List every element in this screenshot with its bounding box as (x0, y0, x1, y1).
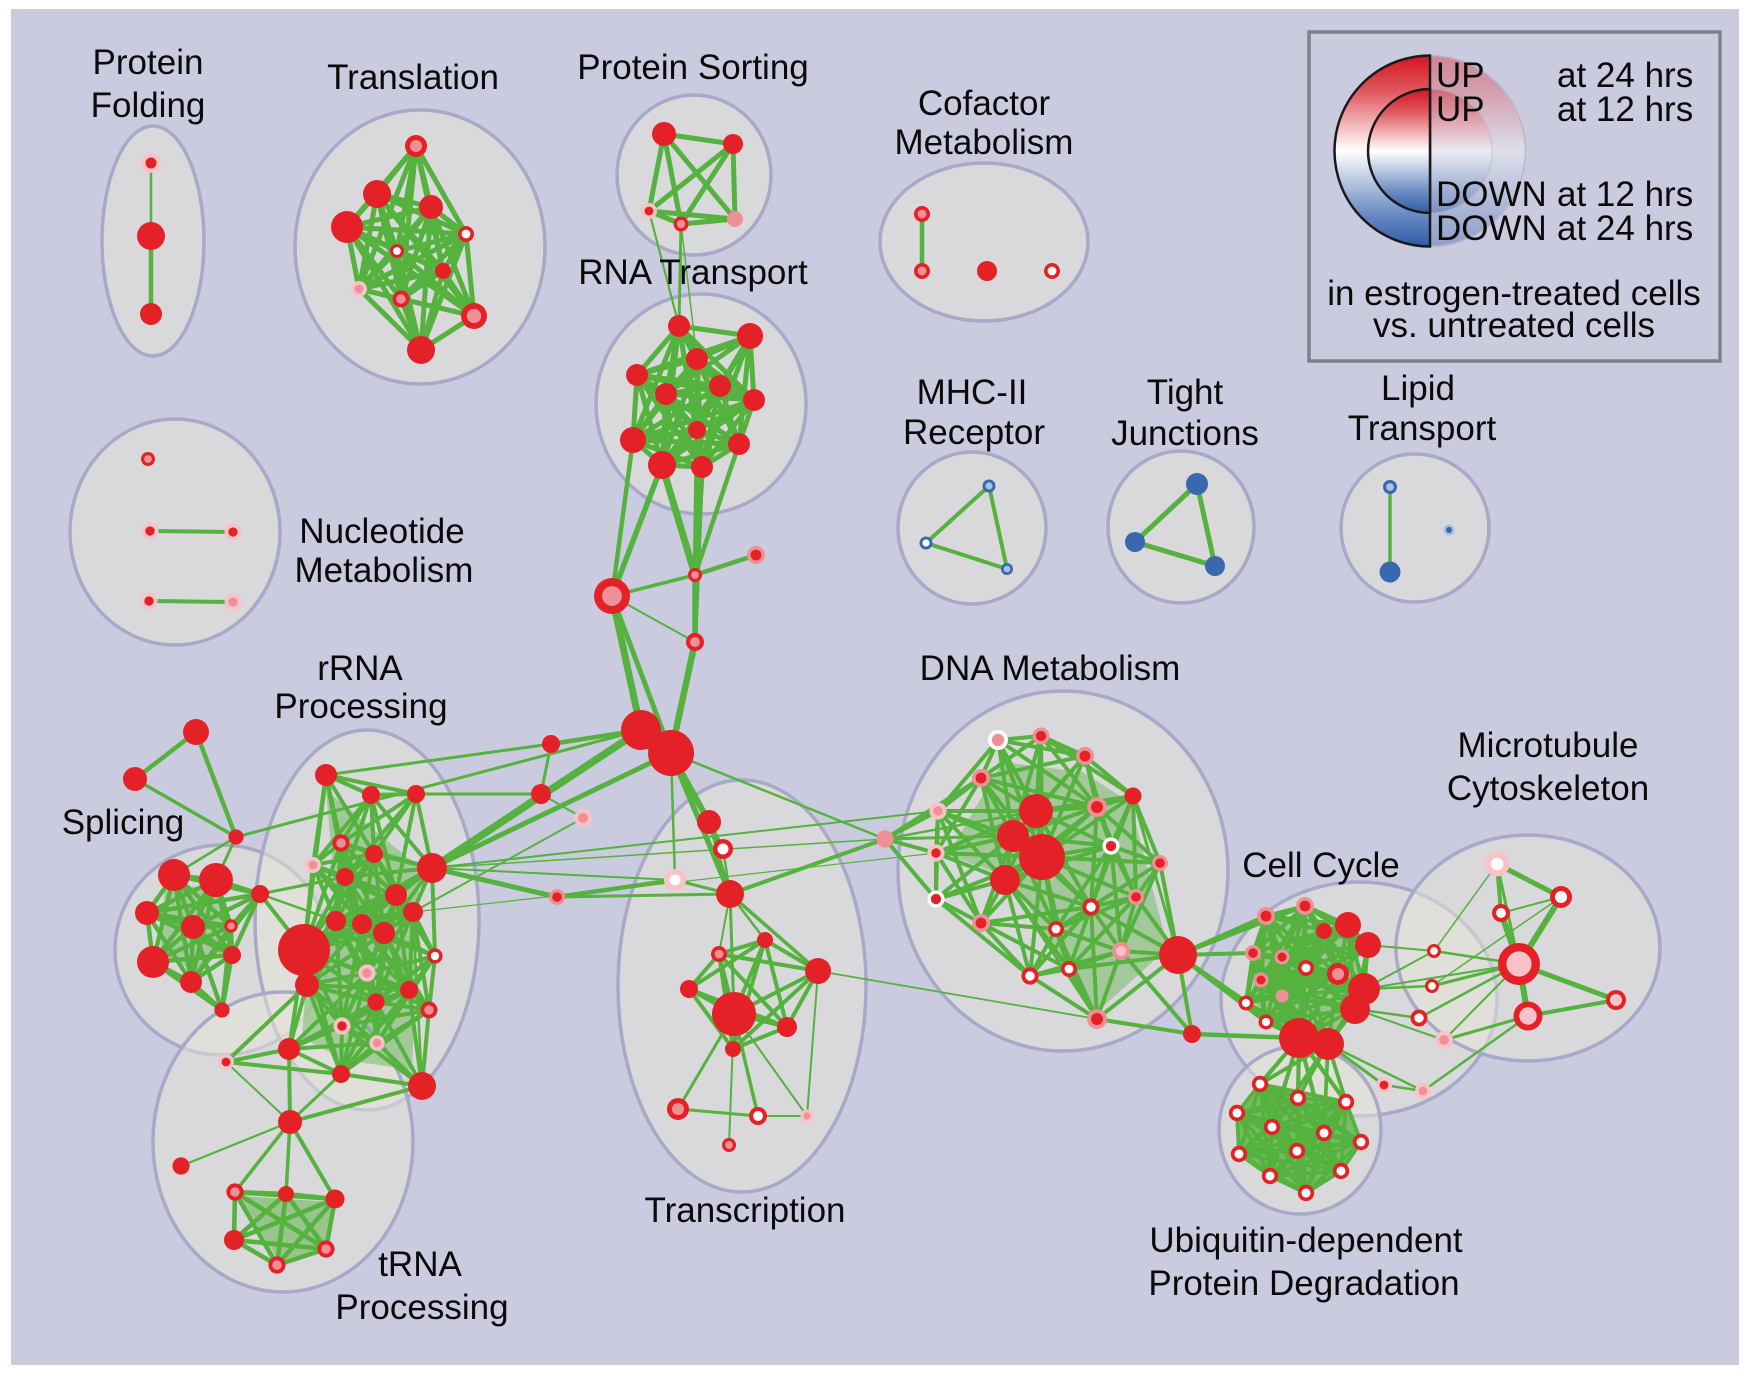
svg-text:tRNA: tRNA (378, 1245, 462, 1284)
svg-text:Protein Degradation: Protein Degradation (1148, 1264, 1459, 1303)
svg-text:UP: UP (1436, 56, 1485, 95)
svg-text:Processing: Processing (274, 687, 447, 726)
svg-text:Splicing: Splicing (62, 803, 185, 842)
svg-text:DOWN: DOWN (1436, 175, 1547, 214)
svg-text:Cytoskeleton: Cytoskeleton (1447, 769, 1649, 808)
svg-text:Metabolism: Metabolism (895, 123, 1074, 162)
svg-text:at 24 hrs: at 24 hrs (1557, 209, 1693, 248)
svg-text:DNA Metabolism: DNA Metabolism (920, 649, 1181, 688)
svg-text:DOWN: DOWN (1436, 209, 1547, 248)
svg-text:Receptor: Receptor (903, 413, 1045, 452)
svg-text:Folding: Folding (91, 86, 206, 125)
svg-text:UP: UP (1436, 90, 1485, 129)
svg-text:at 12 hrs: at 12 hrs (1557, 90, 1693, 129)
svg-text:Protein: Protein (93, 43, 204, 82)
svg-text:at 24 hrs: at 24 hrs (1557, 56, 1693, 95)
svg-text:Cofactor: Cofactor (918, 84, 1051, 123)
svg-text:Tight: Tight (1147, 373, 1224, 412)
svg-text:MHC-II: MHC-II (917, 373, 1028, 412)
svg-text:Transcription: Transcription (645, 1191, 846, 1230)
svg-text:Cell Cycle: Cell Cycle (1242, 846, 1400, 885)
svg-text:Junctions: Junctions (1111, 414, 1259, 453)
svg-text:Processing: Processing (335, 1288, 508, 1327)
svg-text:Microtubule: Microtubule (1458, 726, 1639, 765)
svg-text:Lipid: Lipid (1381, 369, 1455, 408)
svg-text:Protein Sorting: Protein Sorting (577, 48, 809, 87)
svg-text:RNA Transport: RNA Transport (578, 253, 808, 292)
svg-text:Metabolism: Metabolism (295, 551, 474, 590)
svg-text:in estrogen-treated cells: in estrogen-treated cells (1327, 274, 1701, 313)
svg-text:Ubiquitin-dependent: Ubiquitin-dependent (1149, 1221, 1463, 1260)
svg-text:Transport: Transport (1348, 409, 1497, 448)
svg-text:vs. untreated cells: vs. untreated cells (1373, 306, 1655, 345)
svg-text:rRNA: rRNA (317, 649, 403, 688)
svg-text:at 12 hrs: at 12 hrs (1557, 175, 1693, 214)
svg-text:Nucleotide: Nucleotide (299, 512, 464, 551)
svg-text:Translation: Translation (327, 58, 499, 97)
